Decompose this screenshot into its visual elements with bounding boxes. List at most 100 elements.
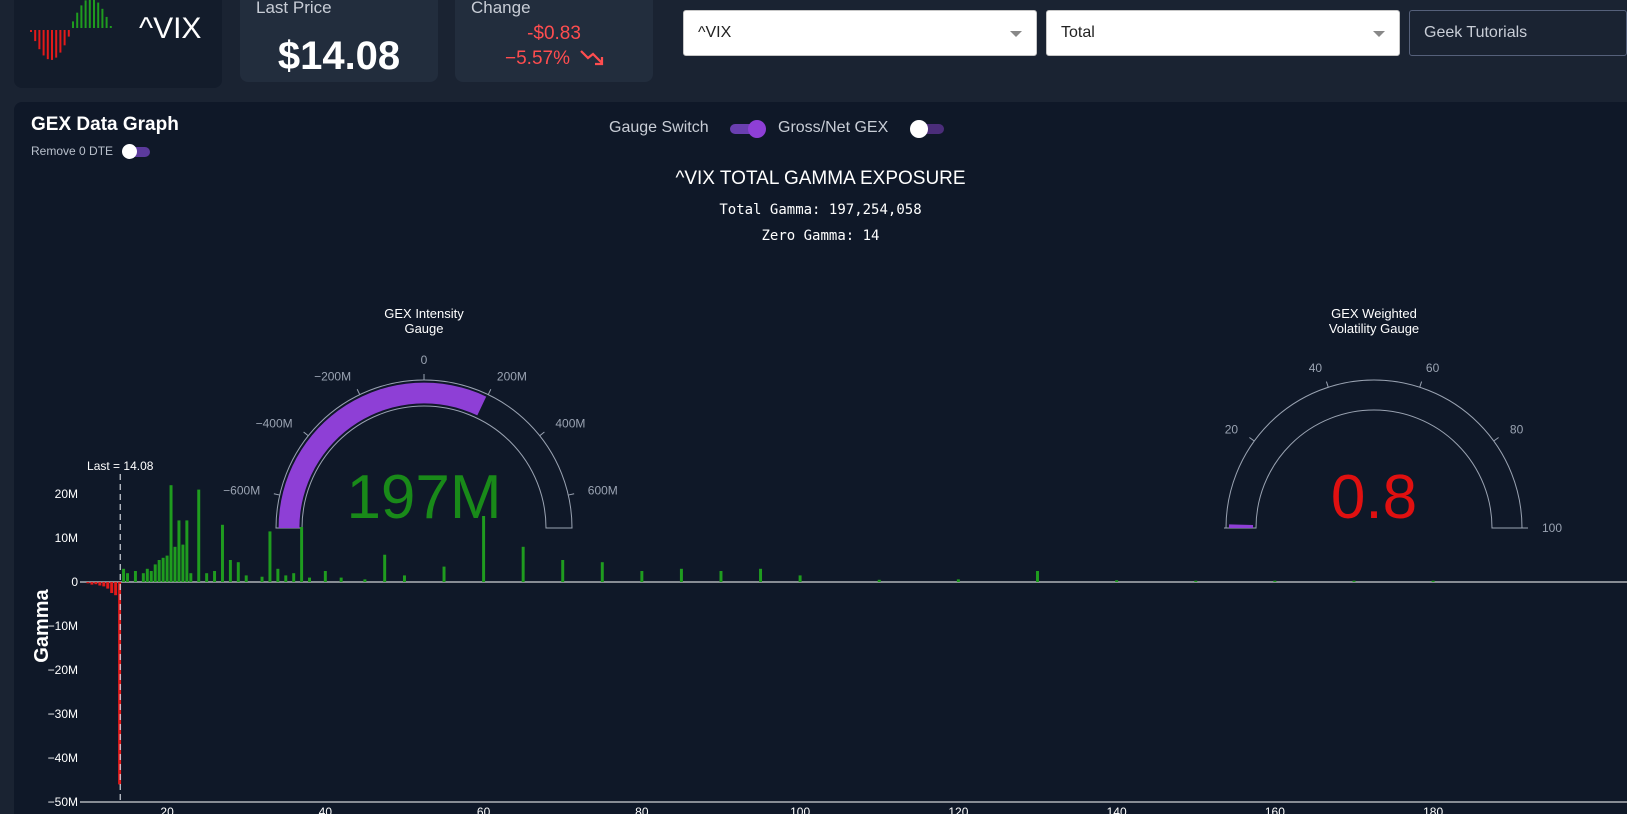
gauge-tick-label: 20 — [1225, 422, 1239, 436]
gauge-tick — [1493, 437, 1499, 442]
gauge-value-bar — [278, 382, 487, 528]
gauge-tick — [1419, 381, 1423, 388]
gamma-bar — [1273, 580, 1277, 582]
gamma-bar — [169, 485, 173, 582]
gamma-bar — [482, 516, 486, 582]
gamma-bar — [173, 546, 177, 582]
gamma-bar — [90, 582, 94, 585]
top-bar: ^VIX Last Price $14.08 Change -$0.83 −5.… — [0, 0, 1627, 92]
gauge-tick — [356, 389, 361, 395]
change-absolute: -$0.83 — [527, 23, 581, 44]
gamma-bar — [679, 568, 683, 582]
y-tick-label: 0 — [71, 575, 78, 589]
gamma-bar — [157, 560, 161, 582]
gamma-bar — [185, 520, 189, 582]
gamma-bar — [323, 571, 327, 582]
gamma-bar — [719, 571, 723, 582]
gamma-bar — [339, 577, 343, 582]
gamma-bar — [189, 573, 193, 582]
gamma-bar — [600, 562, 604, 582]
gamma-bar — [284, 575, 288, 582]
gauge-tick — [1325, 381, 1329, 388]
gamma-bar — [133, 571, 137, 582]
trending-down-icon — [580, 50, 604, 66]
ticker-select[interactable]: ^VIX — [683, 10, 1037, 56]
gamma-bar — [268, 531, 272, 582]
y-tick-label: −40M — [48, 751, 78, 765]
gamma-bar — [640, 571, 644, 582]
gauge-tick-label: 0 — [421, 353, 428, 367]
gamma-bar — [114, 582, 118, 596]
gauge-tick-label: −600M — [223, 484, 260, 498]
gamma-bar — [149, 571, 153, 582]
tutorials-select[interactable]: Geek Tutorials — [1409, 10, 1627, 56]
y-tick-label: 10M — [55, 531, 78, 545]
gamma-bar — [1352, 580, 1356, 582]
gamma-bar — [1115, 580, 1119, 582]
gamma-bar — [877, 579, 881, 582]
gauge-tick-label: 60 — [1426, 361, 1440, 375]
gamma-bar — [1194, 580, 1198, 582]
gamma-bar — [521, 546, 525, 582]
gamma-bar — [94, 582, 98, 585]
gauge-tick — [303, 431, 309, 437]
last-price-annotation: Last = 14.08 — [87, 459, 154, 473]
expiration-select[interactable]: Total — [1046, 10, 1400, 56]
gamma-bar — [383, 554, 387, 582]
gauge-tick — [487, 389, 492, 395]
gauge-tick-label: 400M — [555, 416, 585, 430]
gamma-bar — [205, 573, 209, 582]
gamma-bar — [102, 582, 106, 587]
gauge-tick-label: 200M — [497, 370, 527, 384]
chevron-down-icon — [1010, 31, 1022, 37]
y-tick-label: −10M — [48, 619, 78, 633]
gamma-bar — [177, 520, 181, 582]
gauge-tick-label: 80 — [1510, 422, 1524, 436]
gauge-value: 197M — [346, 463, 501, 532]
gamma-bar — [197, 489, 201, 582]
ticker-title: ^VIX — [139, 12, 202, 45]
remove-0dte-label: Remove 0 DTE — [31, 144, 114, 158]
gex-logo-icon — [30, 0, 112, 60]
x-tick-label: 40 — [319, 805, 333, 814]
x-tick-label: 160 — [1265, 805, 1285, 814]
last-price-label: Last Price — [256, 0, 332, 17]
gamma-bar — [122, 568, 126, 582]
gamma-bar — [798, 575, 802, 582]
x-tick-label: 140 — [1107, 805, 1127, 814]
gamma-bar — [276, 568, 280, 582]
total-gamma: Total Gamma: 197,254,058 — [719, 202, 922, 218]
y-axis-title: Gamma — [31, 588, 53, 662]
x-tick-label: 120 — [948, 805, 968, 814]
expiration-select-value: Total — [1061, 24, 1095, 41]
gauge-switch-toggle[interactable] — [730, 120, 766, 138]
gauge-tick-label: −400M — [256, 416, 293, 430]
panel-title: GEX Data Graph — [31, 114, 179, 135]
last-price-card: Last Price $14.08 — [240, 0, 438, 82]
toggle-knob — [122, 144, 137, 159]
gamma-bar — [213, 571, 217, 582]
change-card: Change -$0.83 −5.57% — [455, 0, 653, 82]
gross-net-label: Gross/Net GEX — [778, 119, 889, 136]
gamma-bar — [956, 579, 960, 582]
y-tick-label: −30M — [48, 707, 78, 721]
gamma-bar — [1036, 571, 1039, 582]
toggle-knob — [748, 120, 766, 138]
chevron-down-icon — [1373, 31, 1385, 37]
x-tick-label: 100 — [790, 805, 810, 814]
gamma-bar — [244, 575, 248, 582]
gross-net-toggle[interactable] — [910, 120, 944, 138]
gamma-bar — [110, 582, 114, 593]
tutorials-select-value: Geek Tutorials — [1424, 24, 1528, 41]
gauge-outline — [275, 379, 573, 529]
gamma-bar — [759, 568, 763, 582]
gamma-bar — [363, 579, 367, 582]
gex-data-panel: GEX Data Graph Remove 0 DTE Gauge Switch… — [14, 102, 1627, 814]
gamma-bar — [292, 573, 296, 582]
remove-0dte-toggle[interactable] — [122, 144, 150, 159]
gamma-bar — [1431, 580, 1435, 582]
gamma-bar-chart: 20M 10M 0 −10M −20M −30M −40M −50M 20 40 60 80 100 12… — [31, 459, 1627, 814]
gamma-bar — [86, 582, 90, 584]
gauge-tick-label: 100 — [1542, 521, 1562, 535]
gauge-tick-label: 40 — [1309, 361, 1323, 375]
